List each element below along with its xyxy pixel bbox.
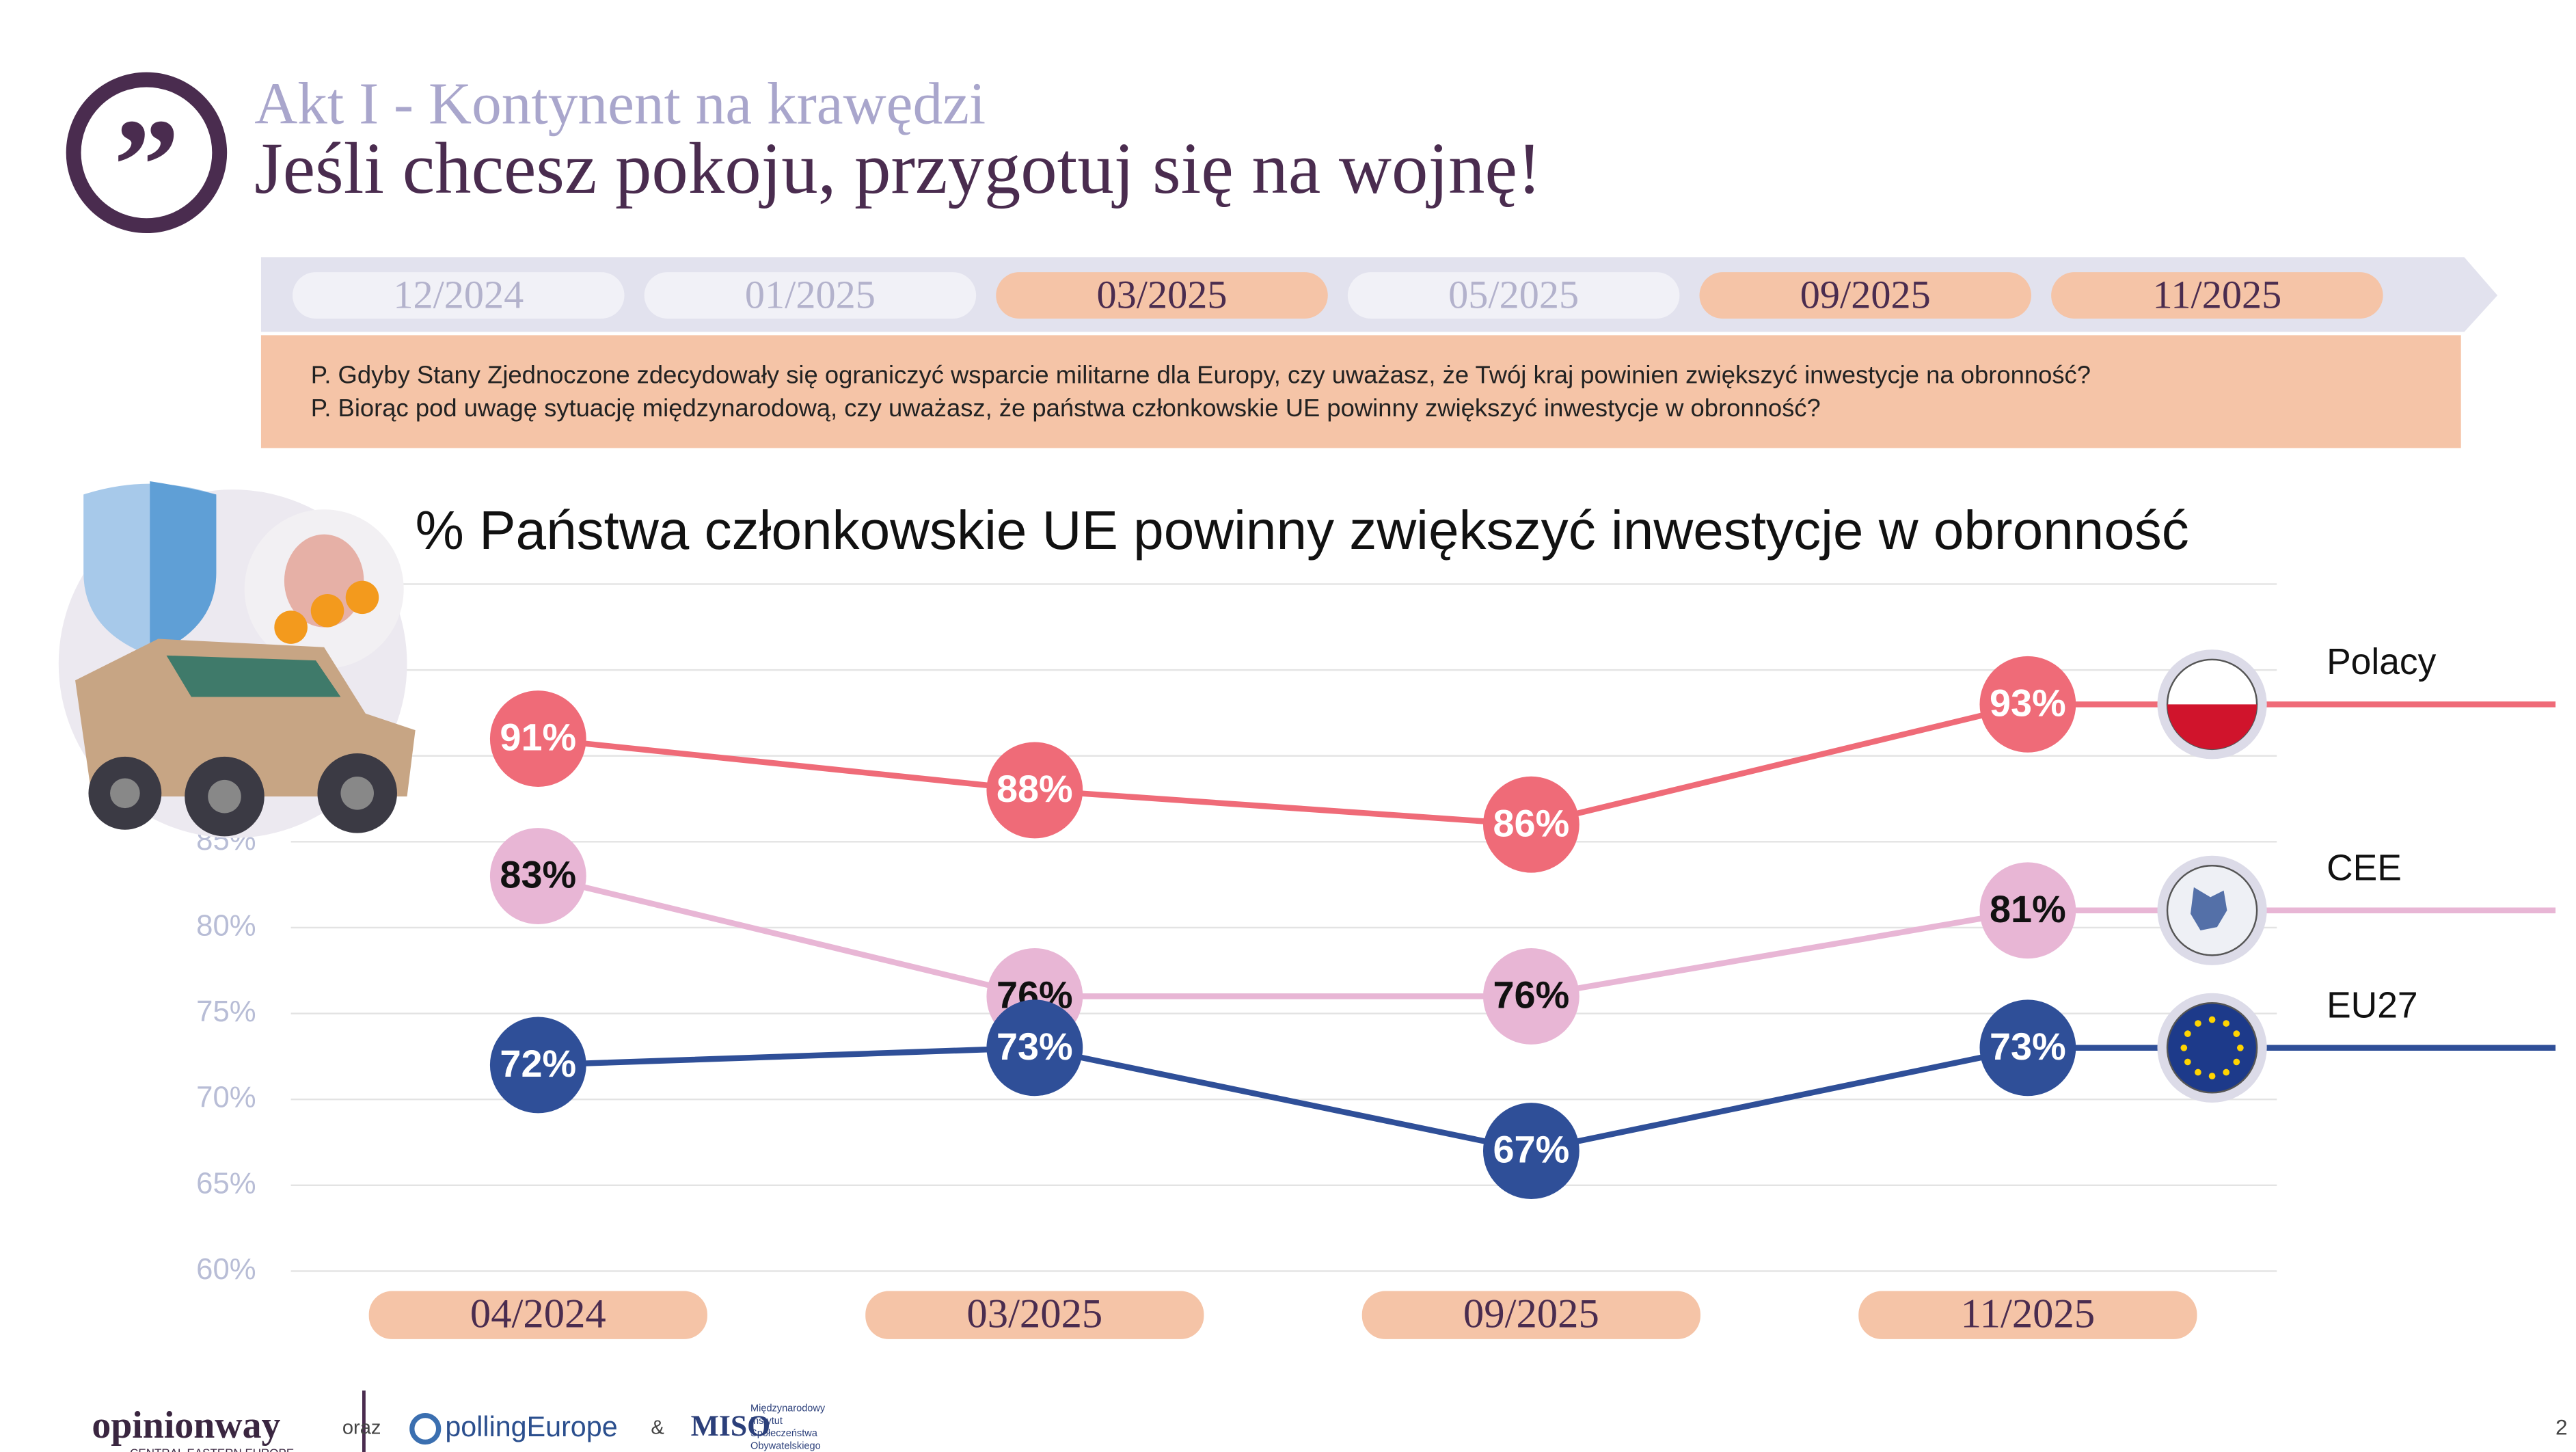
- value-label: 83%: [500, 853, 576, 896]
- institute-name: Obywatelskiego: [750, 1440, 821, 1451]
- legend-label: Polacy: [2327, 642, 2437, 682]
- value-label: 67%: [1493, 1128, 1569, 1171]
- badge-star: [2180, 1044, 2188, 1051]
- timeline-pill: [293, 272, 625, 319]
- badge-star: [2195, 1068, 2201, 1076]
- point: [1979, 656, 2076, 753]
- timeline-label: 11/2025: [2152, 272, 2281, 317]
- partner-icon: [409, 1412, 442, 1445]
- value-label: 86%: [1493, 801, 1569, 844]
- y-tick-label: 80%: [196, 909, 256, 942]
- joiner: oraz: [342, 1417, 381, 1439]
- page-number: 2: [2555, 1414, 2568, 1439]
- point: [489, 1017, 586, 1114]
- x-tick-label: 09/2025: [1463, 1291, 1599, 1336]
- y-tick-label: 75%: [196, 995, 256, 1028]
- point: [1979, 999, 2076, 1097]
- quote-mark: ”: [113, 92, 180, 239]
- x-tick-pill: [1361, 1291, 1700, 1339]
- badge-flag: [2167, 704, 2258, 749]
- institute-name: Międzynarodowy: [750, 1403, 826, 1414]
- series-line: [538, 1045, 2029, 1154]
- x-tick-label: 03/2025: [966, 1291, 1102, 1336]
- badge-star: [2223, 1068, 2230, 1076]
- legend-label: CEE: [2327, 848, 2402, 889]
- question: P. Biorąc pod uwagę sytuację międzynarod…: [311, 394, 1821, 422]
- institute-logo: MISO: [691, 1410, 771, 1442]
- question: P. Gdyby Stany Zjednoczone zdecydowały s…: [311, 361, 2091, 389]
- timeline: 12/2024 01/2025 03/2025 05/2025 09/2025 11/20…: [293, 272, 2383, 319]
- value-label: 73%: [1990, 1025, 2066, 1068]
- value-label: 76%: [1493, 973, 1569, 1017]
- badge-star: [2233, 1030, 2240, 1038]
- value-label: 72%: [500, 1042, 576, 1085]
- partner-logo: pollingEurope: [445, 1411, 617, 1442]
- points: 91%88%86%93%83%76% 76%81%72% 73%67%73%: [489, 656, 2076, 1199]
- value-label: 81%: [1990, 887, 2066, 930]
- lines: Polacy CEE EU27: [537, 642, 2556, 1154]
- x-tick-label: 04/2024: [470, 1291, 606, 1336]
- value-label: 73%: [996, 1025, 1073, 1068]
- y-tick-label: 65%: [196, 1166, 256, 1200]
- timeline-pill: [1699, 272, 2031, 319]
- chart: 60%65%70%75%80%85%90%95%100%04/202403/20…: [180, 565, 2556, 1339]
- timeline-label: 01/2025: [745, 272, 876, 317]
- badge-star: [2223, 1020, 2230, 1027]
- legend-label: EU27: [2327, 986, 2418, 1026]
- value-label: 91%: [500, 716, 576, 759]
- point: [986, 742, 1083, 839]
- x-tick-pill: [865, 1291, 1204, 1339]
- point: [986, 999, 1083, 1097]
- badge-star: [2195, 1020, 2201, 1027]
- timeline-pill: [996, 272, 1328, 319]
- y-tick-label: 60%: [196, 1252, 256, 1286]
- amp: &: [651, 1417, 664, 1439]
- point: [1482, 1103, 1580, 1199]
- badge-map: [2191, 887, 2227, 930]
- series-line: [537, 873, 2029, 999]
- series-line: [537, 701, 2029, 828]
- chart-title: % Państwa członkowskie UE powinny zwięks…: [416, 499, 2189, 561]
- title: Jeśli chcesz pokoju, przygotuj się na wo…: [254, 129, 1541, 209]
- timeline-pill: [644, 272, 977, 319]
- value-label: 88%: [996, 767, 1073, 810]
- point: [1482, 948, 1580, 1045]
- badge-star: [2184, 1030, 2191, 1038]
- y-tick-label: 70%: [196, 1081, 256, 1114]
- brand-sub: CENTRAL EASTERN EUROPE: [130, 1447, 294, 1452]
- timeline-label: 03/2025: [1097, 272, 1228, 317]
- badge: [2166, 1002, 2258, 1094]
- footer: opinionway CENTRAL EASTERN EUROPE oraz p…: [92, 1390, 2568, 1452]
- point: [1482, 776, 1580, 873]
- badge-star: [2184, 1058, 2191, 1066]
- badge-star: [2233, 1058, 2240, 1066]
- point: [489, 828, 586, 924]
- timeline-pill: [1347, 272, 1680, 319]
- x-tick-label: 11/2025: [1961, 1291, 2096, 1336]
- point: [1979, 862, 2076, 959]
- value-label: 93%: [1990, 681, 2066, 724]
- timeline-label: 12/2024: [393, 272, 524, 317]
- brand-logo: opinionway: [92, 1404, 280, 1447]
- badge-star: [2208, 1016, 2216, 1023]
- quote-icon: [66, 72, 228, 234]
- question-box: [260, 335, 2461, 448]
- badge-star: [2236, 1044, 2244, 1051]
- timeline-label: 09/2025: [1800, 272, 1931, 317]
- timeline-label: 05/2025: [1448, 272, 1579, 317]
- institute-name: Instytut: [750, 1416, 783, 1427]
- illustration: [58, 481, 416, 838]
- point: [489, 690, 586, 787]
- badge-star: [2208, 1073, 2216, 1079]
- x-tick-pill: [368, 1291, 707, 1339]
- institute-name: Społeczeństwa: [750, 1428, 818, 1439]
- subtitle: Akt I - Kontynent na krawędzi: [254, 70, 986, 136]
- x-tick-pill: [1858, 1291, 2197, 1339]
- timeline-pill: [2051, 272, 2383, 319]
